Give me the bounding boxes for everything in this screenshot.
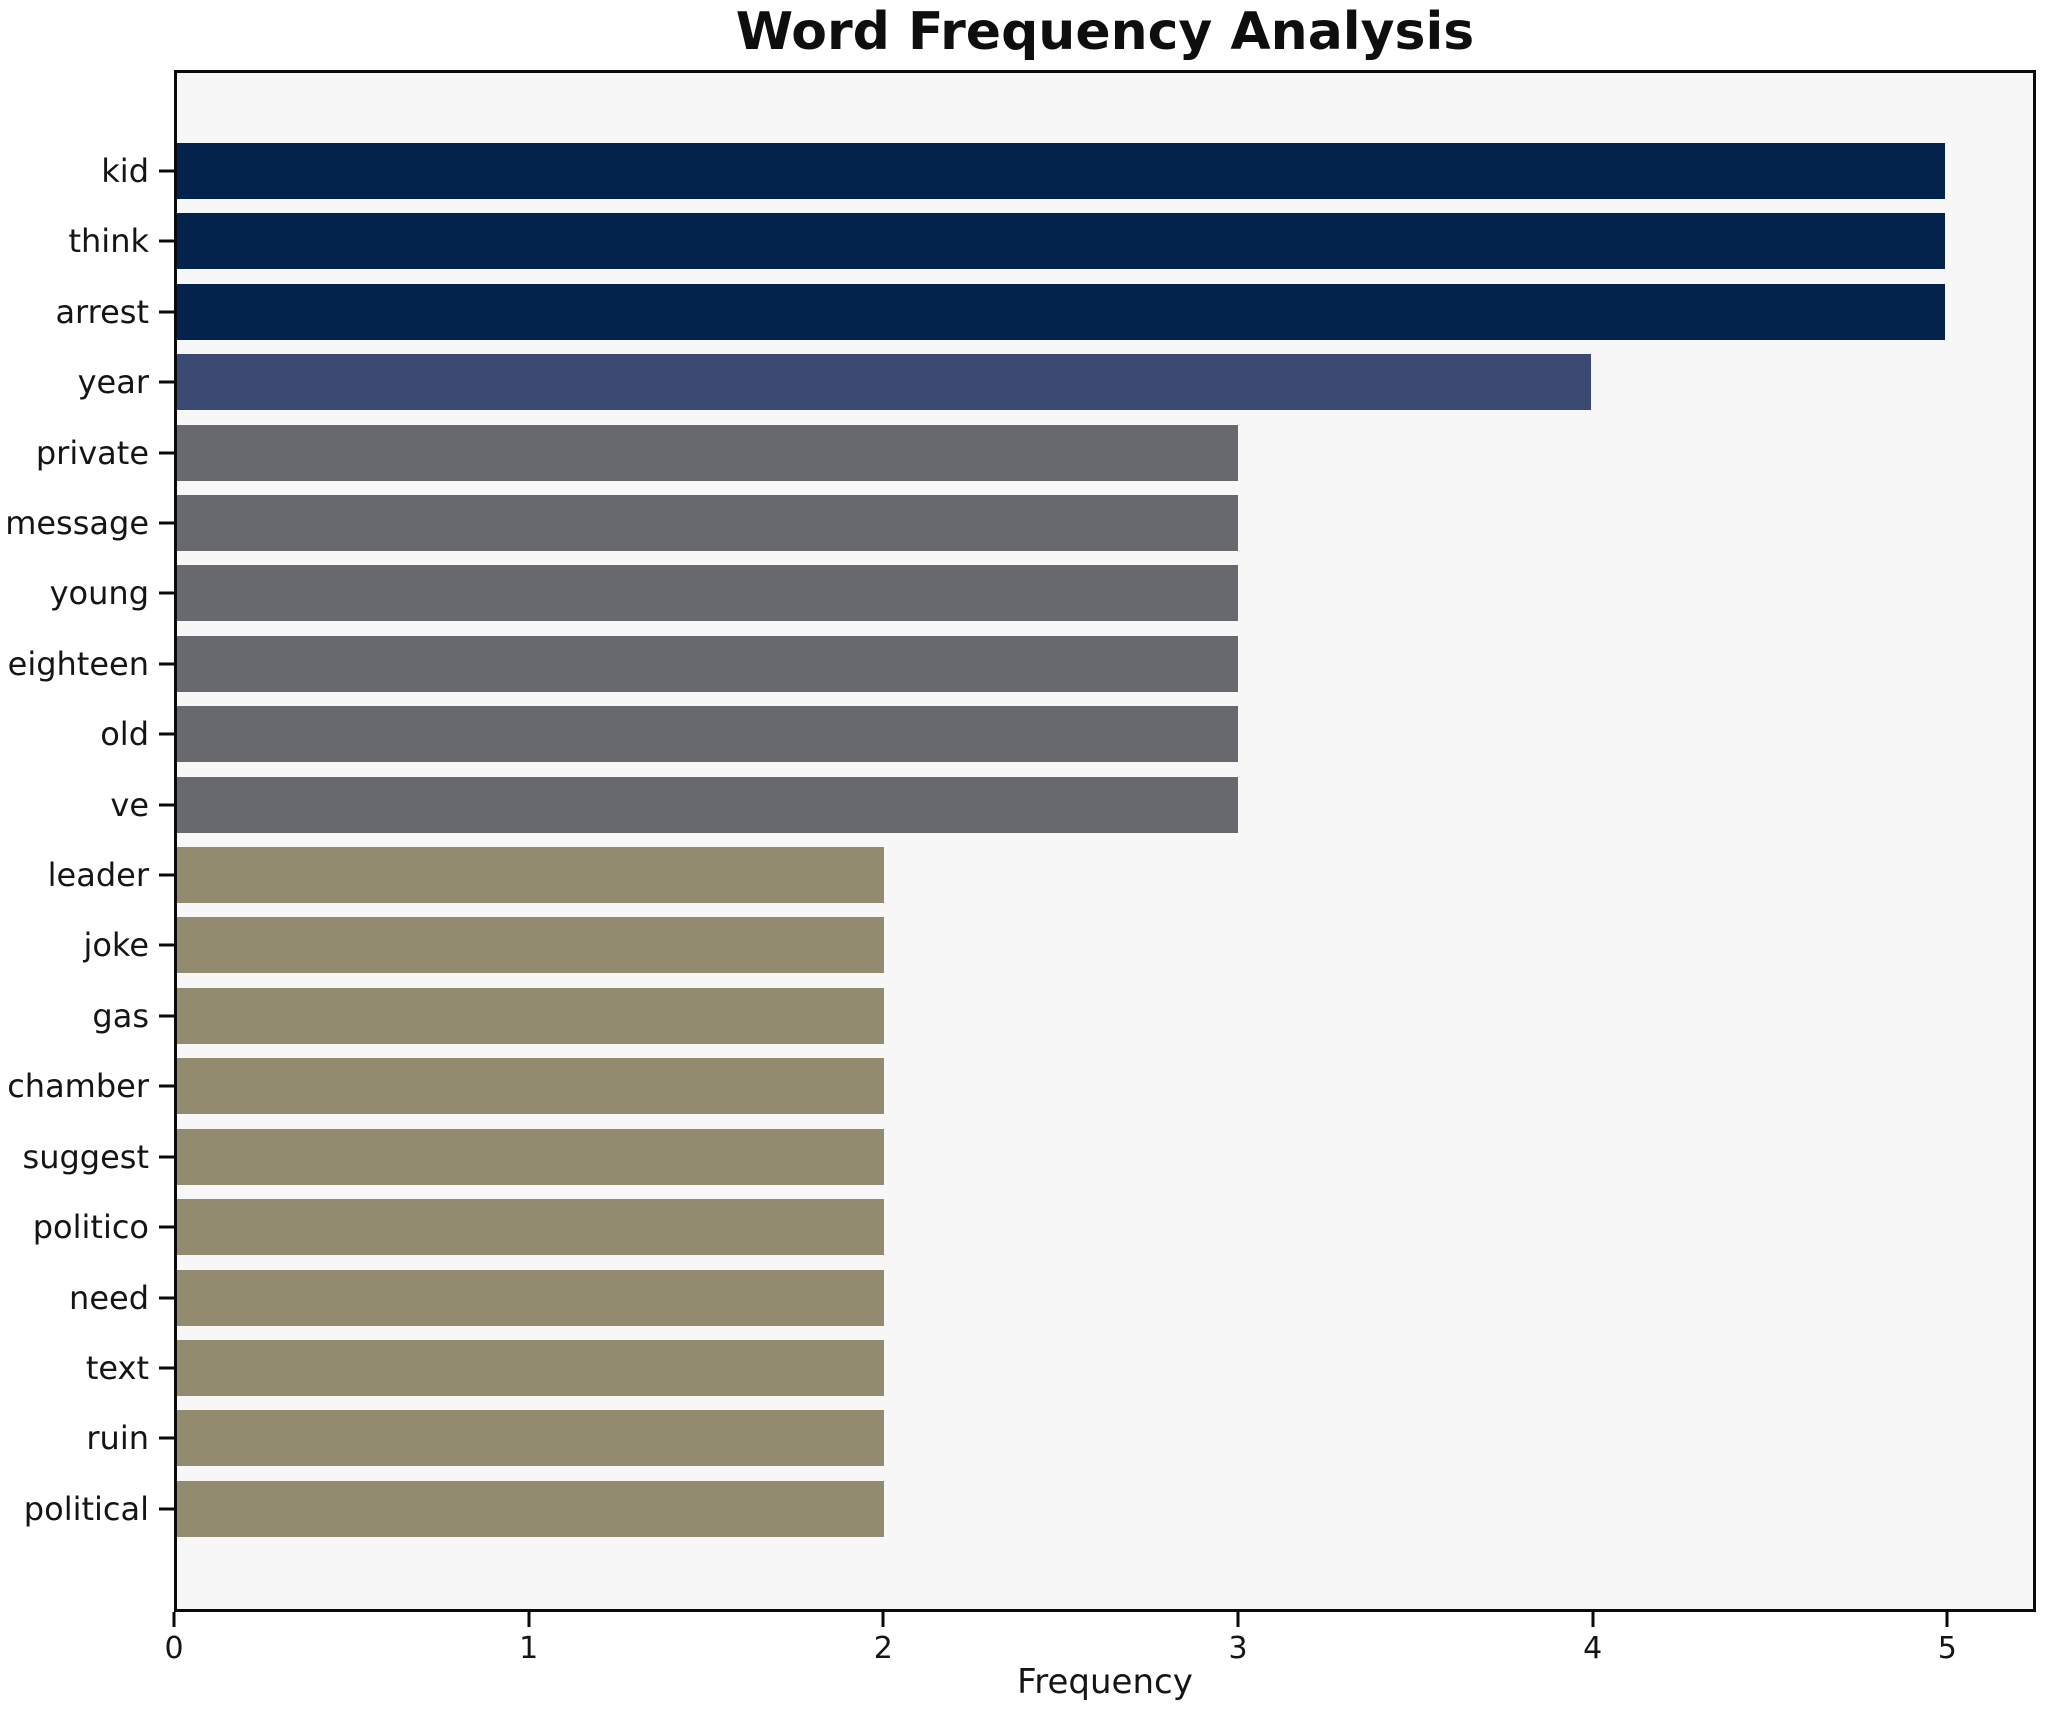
bar-row: text	[86, 1339, 2033, 1396]
bar-row: message	[5, 495, 2033, 552]
y-tick-mark	[159, 310, 174, 314]
y-tick-label: political	[23, 1489, 149, 1528]
y-tick-mark	[159, 1084, 174, 1088]
bar-year	[177, 354, 1592, 411]
y-tick-label: year	[77, 363, 149, 402]
bar-need	[177, 1269, 885, 1326]
y-tick-label: leader	[47, 856, 149, 895]
y-tick-label: eighteen	[7, 644, 149, 683]
y-tick-mark	[159, 521, 174, 525]
bar-row: year	[78, 354, 2033, 411]
bar-row: joke	[83, 917, 2033, 974]
bar-row: chamber	[7, 1058, 2033, 1115]
bar-row: ve	[110, 776, 2033, 833]
bar-row: arrest	[55, 283, 2033, 340]
y-tick-label: politico	[32, 1208, 149, 1247]
y-tick-mark	[159, 803, 174, 807]
y-tick-mark	[159, 591, 174, 595]
y-tick-label: suggest	[22, 1137, 149, 1176]
x-tick-mark	[1236, 1612, 1240, 1627]
bar-row: private	[36, 424, 2033, 481]
y-tick-mark	[159, 1155, 174, 1159]
y-tick-mark	[159, 169, 174, 173]
y-tick-mark	[159, 1507, 174, 1511]
x-tick-mark	[881, 1612, 885, 1627]
y-tick-mark	[159, 1436, 174, 1440]
bar-political	[177, 1480, 885, 1537]
bar-ve	[177, 776, 1238, 833]
y-tick-mark	[159, 451, 174, 455]
bar-gas	[177, 987, 885, 1044]
x-tick-label: 2	[873, 1631, 893, 1666]
bar-ruin	[177, 1410, 885, 1467]
bar-think	[177, 213, 1945, 270]
y-tick-label: ruin	[86, 1419, 149, 1458]
bar-row: gas	[92, 987, 2033, 1044]
bar-row: eighteen	[8, 635, 2033, 692]
y-tick-mark	[159, 1225, 174, 1229]
bar-row: suggest	[23, 1128, 2033, 1185]
x-tick-mark	[1591, 1612, 1595, 1627]
y-tick-mark	[159, 873, 174, 877]
x-tick-label: 4	[1583, 1631, 1603, 1666]
bar-row: kid	[101, 143, 2033, 199]
bar-suggest	[177, 1128, 885, 1185]
bar-row: politico	[33, 1199, 2033, 1256]
x-tick-mark	[172, 1612, 176, 1627]
x-tick-label: 5	[1937, 1631, 1957, 1666]
bar-row: young	[50, 565, 2033, 622]
x-tick-label: 0	[164, 1631, 184, 1666]
y-tick-label: text	[85, 1348, 149, 1387]
y-tick-mark	[159, 1296, 174, 1299]
chart-title: Word Frequency Analysis	[735, 2, 1475, 62]
y-tick-label: need	[69, 1278, 149, 1317]
bar-row: need	[69, 1269, 2033, 1326]
y-tick-mark	[159, 1366, 174, 1370]
bars-container: kid think arrest year private message young eig…	[5, 143, 2033, 1537]
y-tick-label: ve	[110, 785, 149, 824]
y-tick-label: joke	[83, 926, 149, 965]
x-tick-mark	[527, 1612, 531, 1627]
bar-arrest	[177, 283, 1945, 340]
bar-joke	[177, 917, 885, 974]
bar-row: think	[68, 213, 2033, 270]
y-tick-mark	[159, 239, 174, 243]
bar-row: leader	[48, 847, 2033, 904]
y-tick-label: message	[5, 504, 149, 543]
bar-message	[177, 495, 1238, 552]
y-tick-mark	[159, 1014, 174, 1018]
x-tick-label: 3	[1228, 1631, 1248, 1666]
y-tick-label: private	[35, 433, 149, 472]
y-tick-label: think	[68, 222, 149, 261]
bar-text	[177, 1339, 885, 1396]
y-tick-label: chamber	[7, 1067, 149, 1106]
y-tick-label: gas	[92, 996, 149, 1035]
bar-old	[177, 706, 1238, 763]
bar-politico	[177, 1199, 885, 1256]
y-tick-mark	[159, 732, 174, 736]
plot-area: kid think arrest year private message young eig…	[5, 70, 2036, 1612]
y-tick-label: young	[49, 574, 149, 613]
bar-row: old	[100, 706, 2033, 763]
bar-chamber	[177, 1058, 885, 1115]
y-tick-mark	[159, 943, 174, 947]
bar-kid	[177, 143, 1945, 199]
y-tick-mark	[159, 662, 174, 666]
y-tick-label: kid	[101, 152, 149, 190]
x-tick-mark	[1945, 1612, 1949, 1627]
x-tick-label: 1	[519, 1631, 539, 1666]
bar-row: ruin	[86, 1410, 2033, 1467]
bar-leader	[177, 847, 885, 904]
bar-row: political	[24, 1480, 2033, 1537]
bar-young	[177, 565, 1238, 622]
y-tick-mark	[159, 380, 174, 384]
x-axis-label: Frequency	[1017, 1662, 1193, 1702]
y-tick-label: arrest	[55, 292, 149, 331]
bar-private	[177, 424, 1238, 481]
x-axis: 0 1 2 3 4 5	[164, 1612, 2036, 1672]
bar-eighteen	[177, 635, 1238, 692]
y-tick-label: old	[100, 715, 149, 754]
